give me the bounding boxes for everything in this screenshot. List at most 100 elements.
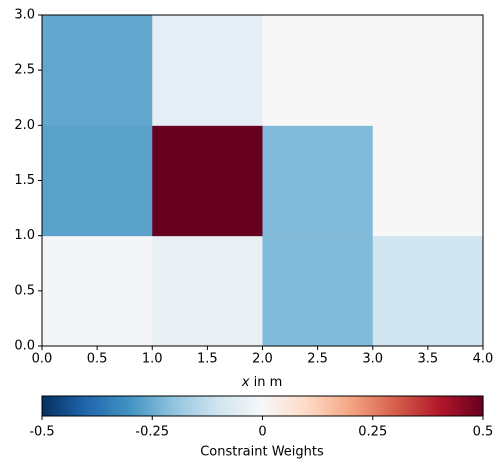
colorbar-segment: [426, 396, 430, 416]
colorbar-segment: [296, 396, 300, 416]
colorbar-segment: [316, 396, 320, 416]
colorbar-segment: [120, 396, 123, 416]
colorbar-segment: [366, 396, 370, 416]
colorbar-segment: [54, 396, 57, 416]
colorbar-segment: [50, 396, 53, 416]
colorbar-segment: [442, 396, 446, 416]
colorbar-segment: [326, 396, 330, 416]
colorbar-segment: [380, 396, 384, 416]
colorbar-segment: [400, 396, 404, 416]
colorbar-segment: [172, 396, 175, 416]
colorbar-segment: [200, 396, 203, 416]
colorbar-segment: [302, 396, 306, 416]
colorbar-segment: [194, 396, 197, 416]
colorbar-segment: [432, 396, 436, 416]
colorbar-segment: [418, 396, 422, 416]
x-tick-label: 1.5: [197, 352, 218, 367]
colorbar-segment: [360, 396, 364, 416]
colorbar-segment: [80, 396, 83, 416]
heatmap-cell: [152, 235, 263, 347]
colorbar-segment: [480, 396, 484, 416]
x-axis-label-text: in m: [249, 375, 282, 390]
y-tick-label: 0.5: [14, 283, 35, 298]
colorbar-label: Constraint Weights: [200, 445, 324, 460]
colorbar-tick-label: -0.5: [29, 425, 54, 440]
colorbar-segment: [304, 396, 308, 416]
colorbar-segment: [42, 396, 45, 416]
colorbar-segment: [292, 396, 296, 416]
colorbar-segment: [348, 396, 352, 416]
colorbar-segment: [48, 396, 51, 416]
colorbar-segment: [100, 396, 103, 416]
colorbar-tick-label: 0: [258, 425, 266, 440]
colorbar-segment: [444, 396, 448, 416]
colorbar-segment: [274, 396, 278, 416]
colorbar-segment: [186, 396, 189, 416]
x-tick-label: 3.0: [362, 352, 383, 367]
colorbar-segment: [338, 396, 342, 416]
colorbar-segment: [256, 396, 260, 416]
colorbar-segment: [176, 396, 179, 416]
colorbar-segment: [448, 396, 452, 416]
colorbar-segment: [126, 396, 129, 416]
colorbar-segment: [164, 396, 167, 416]
colorbar-segment: [470, 396, 474, 416]
colorbar-segment: [128, 396, 131, 416]
colorbar-segment: [396, 396, 400, 416]
colorbar-segment: [436, 396, 440, 416]
colorbar-segment: [46, 396, 49, 416]
colorbar-segment: [404, 396, 408, 416]
colorbar-segment: [460, 396, 464, 416]
colorbar-segment: [260, 396, 264, 416]
colorbar-segment: [244, 396, 248, 416]
colorbar-segment: [268, 396, 272, 416]
colorbar-segment: [254, 396, 258, 416]
colorbar-segment: [216, 396, 219, 416]
y-tick-label: 0.0: [14, 339, 35, 354]
colorbar-segment: [212, 396, 215, 416]
colorbar-segment: [122, 396, 125, 416]
colorbar-segment: [76, 396, 79, 416]
heatmap-cell: [42, 125, 153, 237]
colorbar-segment: [450, 396, 454, 416]
colorbar-segment: [408, 396, 412, 416]
colorbar-segment: [240, 396, 244, 416]
colorbar-segment: [276, 396, 280, 416]
colorbar-segment: [386, 396, 390, 416]
colorbar-segment: [142, 396, 145, 416]
colorbar-segment: [358, 396, 362, 416]
colorbar-segment: [382, 396, 386, 416]
x-tick-label: 4.0: [473, 352, 494, 367]
colorbar-segment: [132, 396, 135, 416]
colorbar-segment: [130, 396, 133, 416]
colorbar-segment: [334, 396, 338, 416]
colorbar-segment: [284, 396, 288, 416]
colorbar-segment: [356, 396, 360, 416]
colorbar-segment: [124, 396, 127, 416]
colorbar-segment: [300, 396, 304, 416]
colorbar-segment: [412, 396, 416, 416]
colorbar-segment: [410, 396, 414, 416]
colorbar-segment: [452, 396, 456, 416]
y-tick-label: 1.0: [14, 228, 35, 243]
colorbar-segment: [106, 396, 109, 416]
y-tick-label: 3.0: [14, 8, 35, 23]
colorbar-segment: [376, 396, 380, 416]
colorbar-segment: [270, 396, 274, 416]
colorbar-segment: [144, 396, 147, 416]
colorbar-segment: [82, 396, 85, 416]
colorbar-segment: [134, 396, 137, 416]
heatmap-cell: [262, 125, 374, 237]
heatmap-cell: [42, 235, 153, 347]
colorbar-segment: [248, 396, 252, 416]
colorbar-segment: [102, 396, 105, 416]
colorbar-segment: [294, 396, 298, 416]
colorbar-segment: [324, 396, 328, 416]
colorbar-segment: [378, 396, 382, 416]
colorbar-segment: [214, 396, 217, 416]
colorbar-segment: [150, 396, 153, 416]
colorbar-segment: [64, 396, 67, 416]
colorbar-segment: [188, 396, 191, 416]
colorbar-segment: [220, 396, 224, 416]
